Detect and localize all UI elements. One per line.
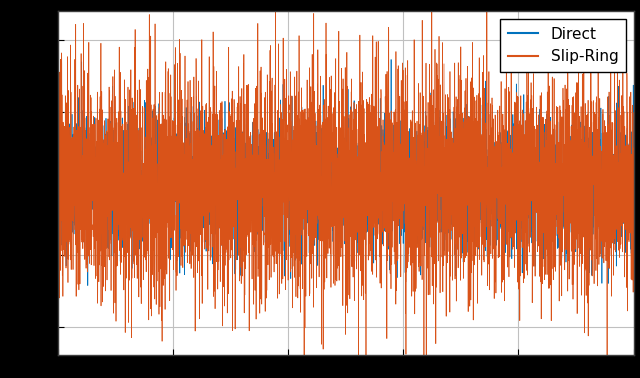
Slip-Ring xyxy=(399,68,407,73)
Line: Direct: Direct xyxy=(58,59,634,285)
Direct xyxy=(527,132,535,136)
Slip-Ring xyxy=(630,146,637,150)
Direct xyxy=(159,113,166,118)
Direct xyxy=(387,57,395,62)
Slip-Ring xyxy=(527,152,535,156)
Slip-Ring xyxy=(158,90,166,94)
Direct xyxy=(54,166,61,170)
Legend: Direct, Slip-Ring: Direct, Slip-Ring xyxy=(500,19,626,72)
Direct xyxy=(630,208,637,212)
Direct xyxy=(84,283,92,288)
Slip-Ring xyxy=(484,188,492,193)
Direct xyxy=(484,245,492,249)
Slip-Ring xyxy=(428,284,436,288)
Slip-Ring xyxy=(54,204,61,209)
Direct xyxy=(274,111,282,115)
Direct xyxy=(429,148,436,152)
Line: Slip-Ring: Slip-Ring xyxy=(58,0,634,378)
Slip-Ring xyxy=(274,108,282,113)
Direct xyxy=(399,241,407,246)
